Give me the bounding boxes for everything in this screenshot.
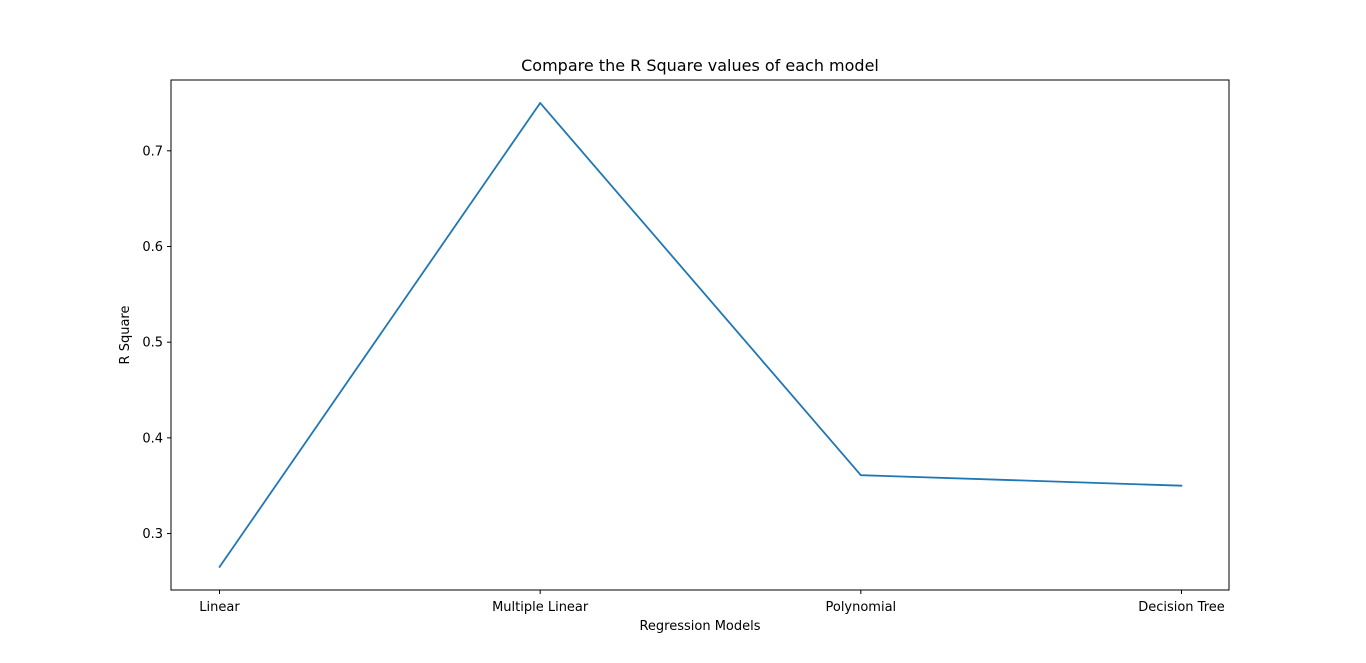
r-square-series-line — [218, 102, 1182, 568]
y-axis: 0.3 0.4 0.5 0.6 0.7 — [142, 144, 171, 542]
y-tick-label: 0.7 — [142, 144, 163, 159]
x-tick-label: Linear — [199, 600, 240, 615]
x-axis: Linear Multiple Linear Polynomial Decision … — [199, 590, 1225, 615]
chart-title: Compare the R Square values of each mode… — [521, 56, 879, 75]
x-tick-label: Multiple Linear — [492, 600, 589, 615]
y-tick-label: 0.6 — [142, 240, 163, 255]
x-tick-label: Decision Tree — [1138, 600, 1225, 615]
y-tick-label: 0.3 — [142, 527, 163, 542]
data-point — [1180, 484, 1183, 487]
y-tick-label: 0.4 — [142, 431, 163, 446]
x-axis-label: Regression Models — [639, 619, 760, 634]
x-tick-label: Polynomial — [825, 600, 896, 615]
data-point — [539, 102, 542, 104]
y-axis-label: R Square — [118, 306, 133, 365]
data-point — [859, 474, 862, 477]
y-tick-label: 0.5 — [142, 336, 163, 351]
data-point — [218, 566, 221, 568]
plot-area — [170, 79, 1230, 591]
